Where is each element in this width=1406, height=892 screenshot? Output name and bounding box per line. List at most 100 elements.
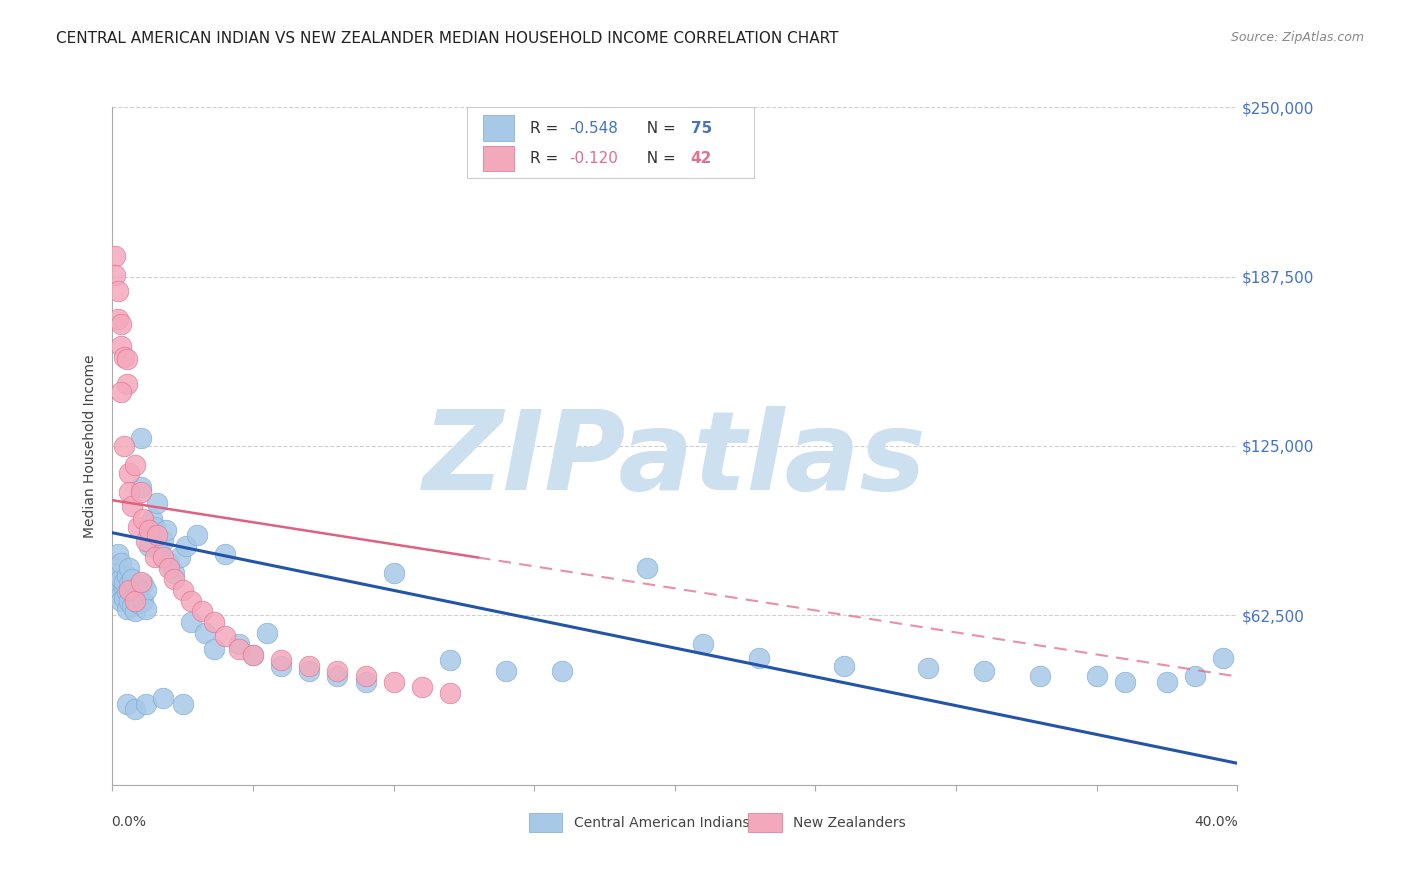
FancyBboxPatch shape bbox=[748, 814, 782, 832]
Point bbox=[124, 702, 146, 716]
Y-axis label: Median Household Income: Median Household Income bbox=[83, 354, 97, 538]
Point bbox=[163, 566, 186, 581]
Point bbox=[124, 458, 146, 472]
Point bbox=[124, 593, 146, 607]
Point bbox=[124, 588, 146, 602]
Point bbox=[172, 582, 194, 597]
Point bbox=[152, 691, 174, 706]
Point bbox=[107, 285, 129, 299]
Point bbox=[354, 674, 377, 689]
Point bbox=[180, 593, 202, 607]
Point bbox=[110, 572, 132, 586]
Point bbox=[242, 648, 264, 662]
Point bbox=[118, 561, 141, 575]
Point bbox=[202, 642, 225, 657]
Point bbox=[191, 604, 214, 618]
Point bbox=[110, 556, 132, 570]
Text: Source: ZipAtlas.com: Source: ZipAtlas.com bbox=[1230, 31, 1364, 45]
Text: Central American Indians: Central American Indians bbox=[574, 816, 749, 830]
Point bbox=[1156, 674, 1178, 689]
Point bbox=[135, 533, 157, 548]
Point bbox=[174, 539, 197, 553]
Point bbox=[129, 480, 152, 494]
Point bbox=[1212, 650, 1234, 665]
Point bbox=[155, 523, 177, 537]
Point bbox=[115, 697, 138, 711]
Point bbox=[135, 697, 157, 711]
Text: CENTRAL AMERICAN INDIAN VS NEW ZEALANDER MEDIAN HOUSEHOLD INCOME CORRELATION CHA: CENTRAL AMERICAN INDIAN VS NEW ZEALANDER… bbox=[56, 31, 839, 46]
Point bbox=[169, 550, 191, 565]
Point bbox=[157, 556, 180, 570]
Point bbox=[354, 669, 377, 683]
Point bbox=[104, 249, 127, 263]
Point bbox=[118, 582, 141, 597]
Point bbox=[146, 496, 169, 510]
Point bbox=[112, 591, 135, 605]
Point bbox=[127, 596, 149, 610]
Point bbox=[692, 637, 714, 651]
Point bbox=[1029, 669, 1052, 683]
Point bbox=[132, 593, 155, 607]
Point bbox=[127, 580, 149, 594]
Text: 42: 42 bbox=[690, 151, 711, 166]
Text: N =: N = bbox=[637, 151, 681, 166]
Point bbox=[1114, 674, 1136, 689]
Point bbox=[118, 593, 141, 607]
Text: 75: 75 bbox=[690, 120, 711, 136]
Point bbox=[118, 466, 141, 480]
Point bbox=[115, 585, 138, 599]
Point bbox=[132, 577, 155, 591]
Point bbox=[186, 528, 208, 542]
Point bbox=[115, 376, 138, 391]
Point bbox=[129, 431, 152, 445]
Point bbox=[118, 485, 141, 500]
Point bbox=[636, 561, 658, 575]
Point bbox=[124, 604, 146, 618]
Point bbox=[157, 561, 180, 575]
Text: R =: R = bbox=[530, 120, 562, 136]
Text: N =: N = bbox=[637, 120, 681, 136]
Point bbox=[138, 539, 160, 553]
Point bbox=[439, 653, 461, 667]
Point bbox=[439, 686, 461, 700]
FancyBboxPatch shape bbox=[529, 814, 562, 832]
Point bbox=[143, 520, 166, 534]
Point bbox=[115, 601, 138, 615]
Point bbox=[298, 664, 321, 678]
Text: -0.120: -0.120 bbox=[569, 151, 619, 166]
Point bbox=[551, 664, 574, 678]
Point bbox=[143, 550, 166, 565]
Point bbox=[121, 499, 143, 513]
Point bbox=[411, 681, 433, 695]
Point bbox=[110, 339, 132, 353]
Point bbox=[107, 582, 129, 597]
Point bbox=[228, 642, 250, 657]
Point bbox=[832, 658, 855, 673]
Point bbox=[121, 599, 143, 613]
Point bbox=[1085, 669, 1108, 683]
Point bbox=[132, 512, 155, 526]
Point bbox=[112, 350, 135, 364]
Point bbox=[748, 650, 770, 665]
Point bbox=[115, 569, 138, 583]
Point bbox=[107, 548, 129, 562]
Point bbox=[107, 311, 129, 326]
FancyBboxPatch shape bbox=[467, 107, 754, 178]
Point bbox=[118, 577, 141, 591]
Point bbox=[149, 545, 172, 559]
Point bbox=[110, 593, 132, 607]
Point bbox=[163, 572, 186, 586]
Point bbox=[104, 574, 127, 589]
FancyBboxPatch shape bbox=[482, 115, 515, 141]
Point bbox=[194, 626, 217, 640]
Point bbox=[1184, 669, 1206, 683]
Point bbox=[270, 658, 292, 673]
Point bbox=[104, 561, 127, 575]
Point bbox=[152, 550, 174, 565]
Point bbox=[214, 548, 236, 562]
Point bbox=[326, 669, 349, 683]
Text: 0.0%: 0.0% bbox=[111, 815, 146, 830]
Point bbox=[326, 664, 349, 678]
Point bbox=[135, 601, 157, 615]
Point bbox=[298, 658, 321, 673]
